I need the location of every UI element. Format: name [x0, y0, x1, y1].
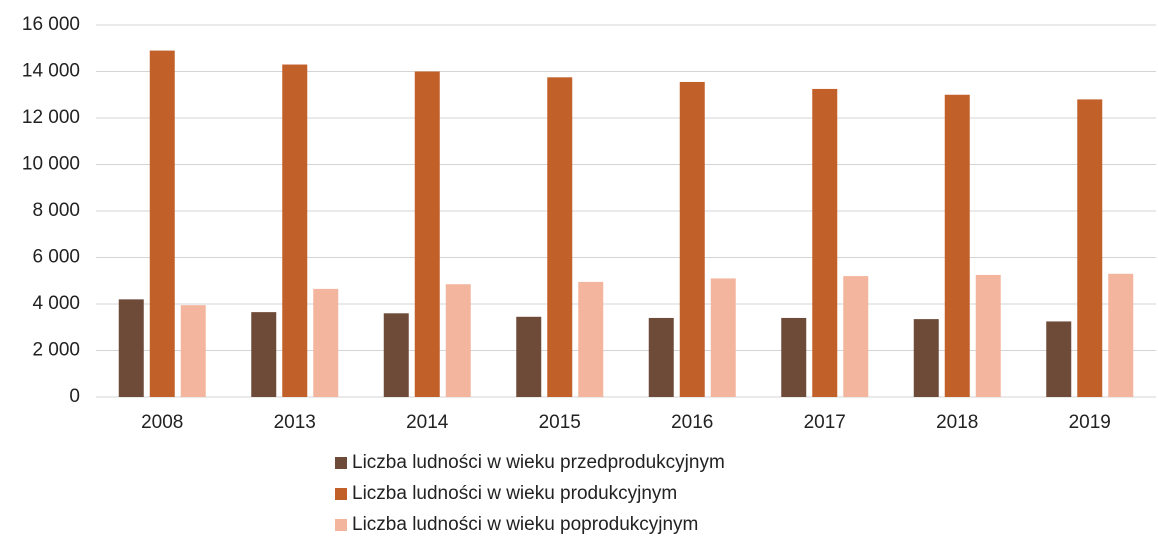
bar	[313, 288, 339, 397]
bar	[1108, 273, 1134, 397]
x-tick-label: 2016	[671, 412, 713, 433]
bar	[975, 274, 1001, 397]
bar	[383, 313, 409, 397]
y-tick-label: 16 000	[22, 14, 80, 35]
bar	[843, 276, 869, 397]
bar	[710, 278, 736, 397]
y-tick-label: 0	[69, 386, 80, 407]
y-tick-label: 14 000	[22, 61, 80, 82]
x-tick-label: 2018	[936, 412, 978, 433]
bar	[282, 64, 308, 398]
bar	[578, 281, 604, 397]
y-tick-label: 6 000	[32, 247, 80, 268]
legend-marker	[335, 457, 347, 469]
bar	[516, 316, 542, 397]
y-tick-label: 2 000	[32, 340, 80, 361]
x-tick-label: 2014	[406, 412, 449, 433]
bar	[118, 299, 144, 397]
bar	[445, 284, 471, 397]
x-tick-label: 2015	[539, 412, 581, 433]
y-tick-label: 4 000	[32, 293, 80, 314]
legend-marker	[335, 519, 347, 531]
y-tick-label: 8 000	[32, 200, 80, 221]
bar	[812, 88, 838, 397]
x-tick-label: 2008	[141, 412, 183, 433]
legend-label: Liczba ludności w wieku produkcyjnym	[352, 483, 677, 504]
bar	[781, 317, 807, 397]
legend-label: Liczba ludności w wieku przedprodukcyjny…	[352, 452, 725, 473]
bar	[1046, 321, 1072, 397]
bar	[1077, 99, 1103, 398]
bar	[149, 50, 175, 397]
x-tick-label: 2017	[804, 412, 846, 433]
x-tick-label: 2013	[274, 412, 316, 433]
bar	[251, 312, 277, 397]
bar	[414, 71, 440, 397]
y-tick-label: 12 000	[22, 107, 80, 128]
legend-marker	[335, 488, 347, 500]
legend-label: Liczba ludności w wieku poprodukcyjnym	[352, 514, 698, 535]
bar	[547, 77, 573, 397]
bar	[180, 305, 206, 397]
bar	[648, 317, 674, 397]
x-tick-label: 2019	[1069, 412, 1111, 433]
bar	[913, 319, 939, 397]
bar	[944, 94, 970, 397]
bar	[679, 81, 705, 398]
y-tick-label: 10 000	[22, 154, 80, 175]
